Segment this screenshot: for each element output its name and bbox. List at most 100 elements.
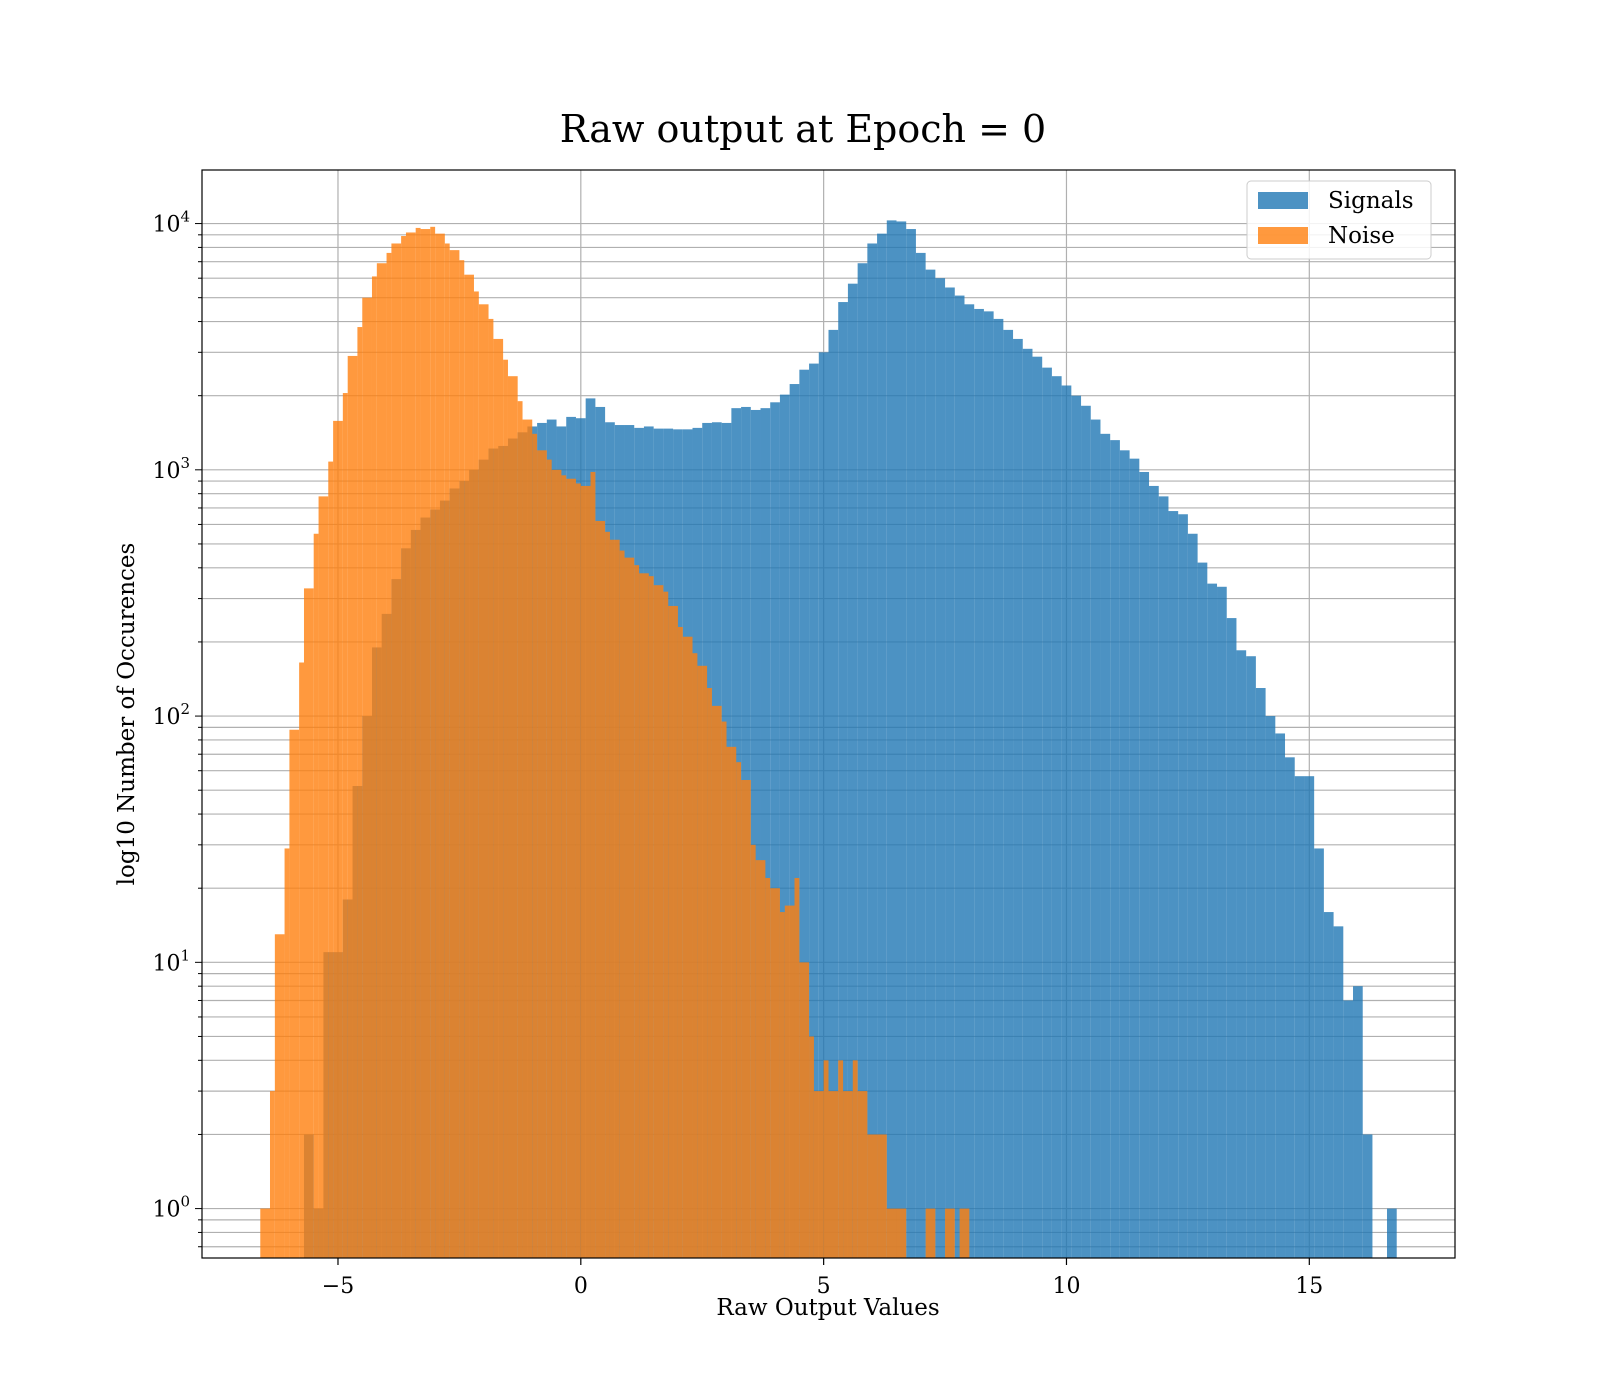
- noise-bar: [823, 1060, 829, 1258]
- noise-bar: [362, 297, 372, 1258]
- y-tick-label: 100: [152, 1193, 190, 1223]
- signals-bar: [1362, 1134, 1373, 1258]
- signals-bar: [993, 318, 1004, 1258]
- signals-bar: [1158, 496, 1169, 1258]
- signals-bar: [750, 409, 761, 1259]
- noise-bar: [634, 565, 640, 1258]
- noise-bar: [401, 236, 406, 1258]
- noise-bar: [551, 469, 562, 1258]
- signals-bar: [1051, 376, 1062, 1258]
- noise-bar: [697, 665, 708, 1258]
- noise-bar: [333, 420, 343, 1258]
- signals-bar: [1110, 440, 1120, 1258]
- signals-bar: [1003, 329, 1014, 1258]
- signals-bar: [867, 243, 878, 1258]
- noise-bar: [260, 1208, 270, 1258]
- noise-bar: [867, 1134, 878, 1258]
- signals-bar: [886, 220, 897, 1258]
- axis-ticks: −5 0 5 10 15 100 101 102 103 104: [152, 208, 1323, 1299]
- signals-bar: [809, 363, 819, 1258]
- signals-bar: [1275, 733, 1286, 1258]
- legend: Signals Noise: [1246, 180, 1432, 260]
- noise-bar: [653, 585, 664, 1258]
- signals-bar: [954, 295, 965, 1259]
- signals-bar: [799, 369, 810, 1258]
- noise-bar: [391, 243, 402, 1258]
- noise-bar: [464, 274, 474, 1258]
- signals-bar: [945, 287, 955, 1258]
- noise-bar: [609, 539, 620, 1258]
- signals-bar: [1304, 776, 1315, 1258]
- noise-bar: [269, 1091, 275, 1258]
- noise-bar: [284, 848, 290, 1258]
- signals-bar: [1129, 458, 1140, 1258]
- noise-bar: [371, 276, 377, 1258]
- signals-bar: [1119, 450, 1130, 1259]
- noise-bar: [575, 483, 581, 1258]
- noise-bar: [677, 626, 683, 1258]
- signals-bar: [925, 269, 936, 1259]
- noise-bar: [357, 327, 363, 1259]
- signals-bar: [1387, 1208, 1397, 1258]
- noise-bar: [799, 962, 810, 1258]
- signals-bar: [877, 233, 887, 1259]
- signals-bar: [974, 308, 984, 1259]
- noise-bar: [493, 338, 504, 1259]
- noise-bar: [459, 260, 465, 1258]
- noise-bar: [843, 1091, 853, 1258]
- noise-bar: [682, 636, 693, 1258]
- signals-bar: [857, 263, 868, 1258]
- signals-bar: [1265, 716, 1276, 1258]
- noise-bar: [711, 705, 722, 1258]
- signals-bar: [828, 329, 839, 1258]
- signals-bar: [1139, 471, 1150, 1258]
- noise-bar: [619, 550, 625, 1258]
- x-axis-label: Raw Output Values: [716, 1295, 939, 1321]
- signals-bar: [1323, 912, 1334, 1258]
- noise-bar: [566, 478, 576, 1258]
- chart-title: Raw output at Epoch = 0: [560, 107, 1046, 151]
- signals-bar: [1168, 511, 1179, 1258]
- noise-bar: [580, 485, 591, 1258]
- noise-bar: [289, 729, 300, 1258]
- noise-bar: [605, 531, 610, 1258]
- x-tick-label: 0: [574, 1274, 588, 1299]
- signals-bar: [770, 402, 780, 1259]
- signals-bar: [964, 304, 975, 1258]
- noise-bar: [852, 1060, 858, 1258]
- noise-bar: [274, 934, 285, 1258]
- signals-bar: [983, 311, 994, 1258]
- noise-bar: [959, 1208, 970, 1258]
- y-tick-label: 103: [152, 454, 190, 484]
- noise-bar: [595, 520, 606, 1258]
- noise-bar: [415, 227, 421, 1258]
- noise-bar: [347, 355, 358, 1258]
- signals-bar: [1032, 356, 1043, 1258]
- noise-bar: [809, 1036, 814, 1258]
- signals-bar: [1061, 385, 1072, 1258]
- noise-bar: [813, 1091, 824, 1258]
- legend-label-signals: Signals: [1328, 188, 1414, 214]
- noise-bar: [945, 1208, 955, 1258]
- signals-bar: [896, 221, 907, 1258]
- x-tick-label: 10: [1052, 1274, 1080, 1299]
- noise-bar: [303, 588, 314, 1258]
- signals-bar: [1255, 688, 1266, 1258]
- noise-bar: [435, 233, 445, 1259]
- signals-bar: [1090, 419, 1101, 1259]
- noise-bar: [376, 263, 387, 1258]
- signals-bar: [1178, 514, 1188, 1258]
- noise-bar: [663, 591, 669, 1258]
- plot-frame: [201, 169, 1456, 1259]
- signals-bar: [1236, 650, 1247, 1258]
- noise-bar: [692, 653, 698, 1258]
- noise-bar: [828, 1091, 839, 1258]
- noise-bar: [877, 1134, 887, 1258]
- noise-bar: [886, 1208, 897, 1258]
- y-tick-label: 104: [152, 208, 190, 238]
- noise-bar: [503, 359, 508, 1258]
- signals-bar: [915, 252, 926, 1258]
- signals-bar: [1343, 1000, 1354, 1258]
- signals-bar: [1294, 776, 1305, 1258]
- signals-bar: [779, 394, 790, 1259]
